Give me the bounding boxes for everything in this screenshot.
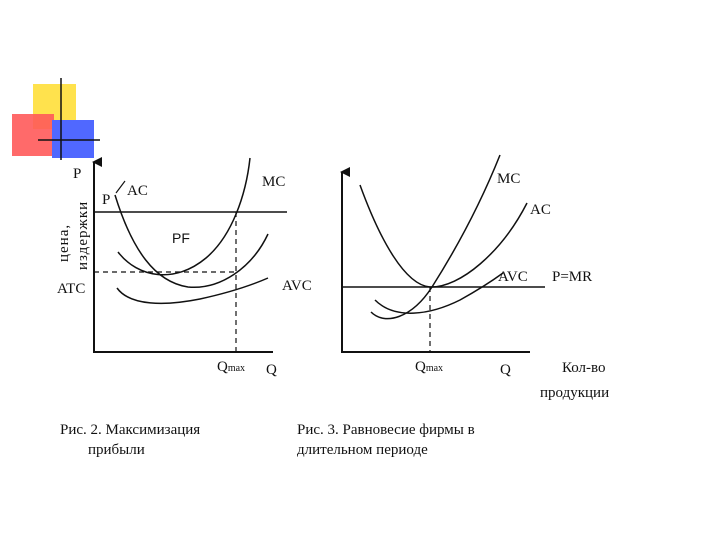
- fig1-ylabel-price: цена,: [56, 224, 72, 262]
- fig1-ac-label: AC: [127, 183, 148, 199]
- fig1-atc-label: ATC: [57, 281, 85, 297]
- decorative-logo: [12, 78, 100, 160]
- fig1-avc-curve: [116, 277, 269, 305]
- fig2-qmax-label: Qmax: [415, 359, 443, 375]
- fig1-axis-p-label: P: [73, 166, 81, 182]
- fig1-labels: P цена, издержки P AC MC PF AVC ATC Qmax…: [56, 166, 312, 378]
- figure-profit-maximization: [92, 157, 287, 353]
- fig2-ac-label: AC: [530, 202, 551, 218]
- fig2-pmr-label: P=MR: [552, 269, 592, 285]
- fig1-avc-label: AVC: [282, 278, 312, 294]
- figure-long-run-equilibrium: [340, 154, 545, 353]
- fig2-quantity-label-2: продукции: [540, 385, 609, 401]
- fig1-p-pointer: [115, 180, 126, 194]
- fig1-mc-label: MC: [262, 174, 285, 190]
- figure2-caption: Рис. 2. Максимизация прибыли: [60, 420, 270, 460]
- deco-blue-square: [52, 120, 94, 158]
- figure2-caption-line1: Рис. 2. Максимизация: [60, 422, 201, 438]
- fig1-price-label: P: [102, 192, 110, 208]
- fig2-avc-label: AVC: [498, 269, 528, 285]
- figure3-caption-line2: длительном периоде: [297, 442, 428, 458]
- fig2-ac-curve: [359, 184, 528, 288]
- fig2-mc-curve: [370, 154, 501, 320]
- fig2-labels: MC AC AVC P=MR Qmax Q Кол-во продукции: [415, 171, 609, 401]
- fig2-mc-label: MC: [497, 171, 520, 187]
- fig1-pf-label: PF: [172, 230, 190, 246]
- figure2-caption-line2: прибыли: [88, 442, 145, 458]
- fig1-ac-curve: [114, 194, 269, 288]
- fig1-q-axis-label: Q: [266, 362, 277, 378]
- figure3-caption: Рис. 3. Равновесие фирмы в длительном пе…: [297, 420, 537, 460]
- deco-red-square: [12, 114, 54, 156]
- fig2-q-axis-label: Q: [500, 362, 511, 378]
- fig1-ylabel-costs: издержки: [75, 201, 91, 270]
- fig2-avc-curve: [374, 272, 504, 314]
- fig1-mc-curve: [117, 157, 251, 276]
- figure3-caption-line1: Рис. 3. Равновесие фирмы в: [297, 422, 475, 438]
- fig2-quantity-label-1: Кол-во: [562, 360, 606, 376]
- fig1-qmax-label: Qmax: [217, 359, 245, 375]
